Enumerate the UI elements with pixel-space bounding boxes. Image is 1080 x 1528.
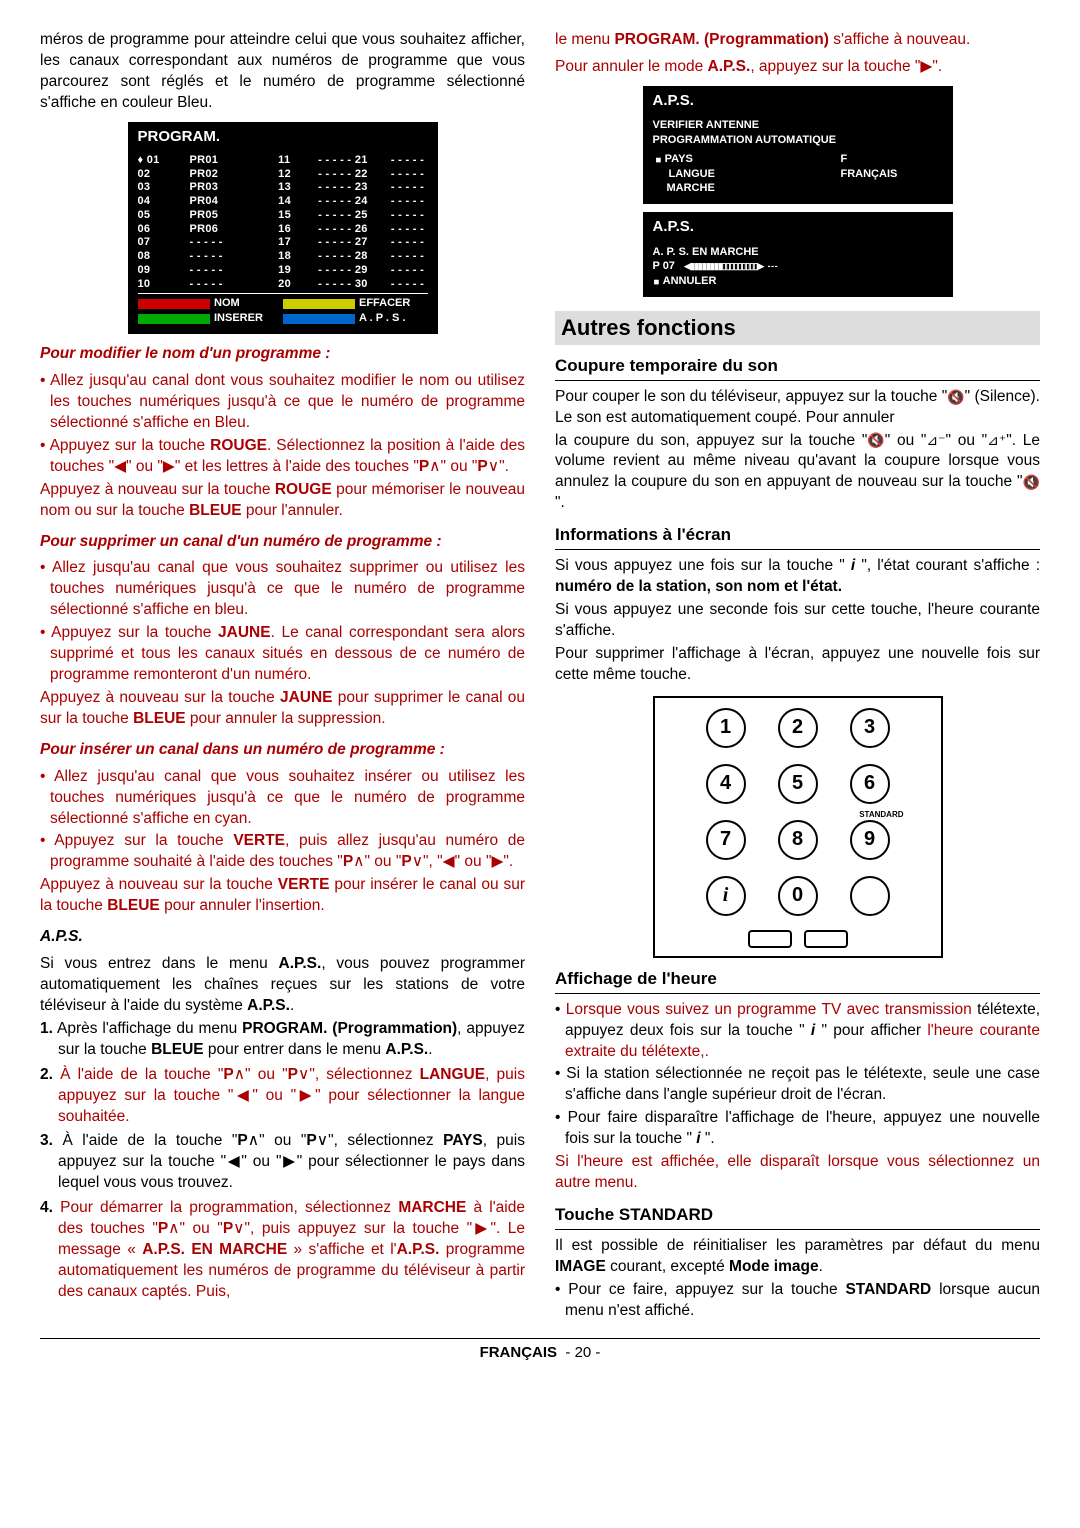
aps-osd1-title: A.P.S. — [645, 88, 951, 114]
list-item: Allez jusqu'au canal que vous souhaitez … — [40, 558, 525, 621]
heading-modify: Pour modifier le nom d'un programme : — [40, 344, 525, 365]
info-p2: Si vous appuyez une seconde fois sur cet… — [555, 600, 1040, 642]
keypad-key: 6 — [850, 764, 890, 804]
delete-after: Appuyez à nouveau sur la touche JAUNE po… — [40, 688, 525, 730]
info-p1: Si vous appuyez une fois sur la touche "… — [555, 556, 1040, 598]
aps-osd1-l1: VERIFIER ANTENNE — [653, 118, 943, 133]
keypad-key: 9 — [850, 820, 890, 860]
std-p: Il est possible de réinitialiser les par… — [555, 1236, 1040, 1278]
keypad-key: 3 — [850, 708, 890, 748]
list-item: Appuyez sur la touche JAUNE. Le canal co… — [40, 623, 525, 686]
heading-standard: Touche STANDARD — [555, 1204, 1040, 1230]
intro-text: méros de programme pour atteindre celui … — [40, 30, 525, 114]
keypad-key — [850, 876, 890, 916]
list-item: Appuyez sur la touche ROUGE. Sélectionne… — [40, 436, 525, 478]
footer-lang: FRANÇAIS — [480, 1344, 558, 1361]
list-item: 2. À l'aide de la touche "P∧" ou "P∨", s… — [40, 1065, 525, 1128]
heading-aps: A.P.S. — [40, 927, 525, 948]
heading-mute: Coupure temporaire du son — [555, 355, 1040, 381]
heading-info: Informations à l'écran — [555, 524, 1040, 550]
time-after: Si l'heure est affichée, elle disparaît … — [555, 1152, 1040, 1194]
program-osd: PROGRAM. ♦ 01PR0111- - - - -21- - - - -0… — [128, 122, 438, 334]
keypad-key: 0 — [778, 876, 818, 916]
heading-time: Affichage de l'heure — [555, 968, 1040, 994]
keypad-diagram: 123 456 789STANDARD i0 — [653, 696, 943, 958]
aps-osd2-l1: A. P. S. EN MARCHE — [653, 245, 943, 260]
modify-list: Allez jusqu'au canal dont vous souhaitez… — [40, 371, 525, 478]
aps-steps: 1. Après l'affichage du menu PROGRAM. (P… — [40, 1019, 525, 1303]
keypad-key: 8 — [778, 820, 818, 860]
aps-osd2-title: A.P.S. — [645, 214, 951, 240]
standard-label: STANDARD — [859, 810, 903, 821]
aps-pays-l: PAYS — [665, 153, 693, 165]
aps-lang-r: FRANÇAIS — [841, 167, 941, 182]
rect-button — [804, 930, 848, 948]
list-item: Pour faire disparaître l'affichage de l'… — [555, 1108, 1040, 1150]
right-column: le menu PROGRAM. (Programmation) s'affic… — [555, 30, 1040, 1324]
heading-insert: Pour insérer un canal dans un numéro de … — [40, 740, 525, 761]
aps-osd1-l2: PROGRAMMATION AUTOMATIQUE — [653, 133, 943, 148]
list-item: 1. Après l'affichage du menu PROGRAM. (P… — [40, 1019, 525, 1061]
delete-list: Allez jusqu'au canal que vous souhaitez … — [40, 558, 525, 686]
footer-page: - 20 - — [565, 1344, 600, 1361]
time-list: Lorsque vous suivez un programme TV avec… — [555, 1000, 1040, 1150]
section-autres: Autres fonctions — [555, 311, 1040, 345]
list-item: Allez jusqu'au canal que vous souhaitez … — [40, 767, 525, 830]
info-p3: Pour supprimer l'affichage à l'écran, ap… — [555, 644, 1040, 686]
keypad-key: 5 — [778, 764, 818, 804]
insert-list: Allez jusqu'au canal que vous souhaitez … — [40, 767, 525, 874]
std-item: Pour ce faire, appuyez sur la touche STA… — [555, 1280, 1040, 1322]
progress-bar-icon: ◀▮▮▮▮▮▮▮▮▯▯▯▯▯▯▯▯▯▶ - - - — [684, 260, 777, 272]
aps-intro: Si vous entrez dans le menu A.P.S., vous… — [40, 954, 525, 1017]
right-top1: le menu PROGRAM. (Programmation) s'affic… — [555, 30, 1040, 51]
page-footer: FRANÇAIS - 20 - — [40, 1338, 1040, 1363]
list-item: 4. Pour démarrer la programmation, sélec… — [40, 1198, 525, 1303]
mute-p1: Pour couper le son du téléviseur, appuye… — [555, 387, 1040, 429]
keypad-key: 1 — [706, 708, 746, 748]
modify-after: Appuyez à nouveau sur la touche ROUGE po… — [40, 480, 525, 522]
keypad-key: 4 — [706, 764, 746, 804]
aps-osd-1: A.P.S. VERIFIER ANTENNE PROGRAMMATION AU… — [643, 86, 953, 204]
aps-osd2-l3: ANNULER — [663, 275, 717, 287]
left-column: méros de programme pour atteindre celui … — [40, 30, 525, 1324]
keypad-key: i — [706, 876, 746, 916]
aps-marche: MARCHE — [653, 181, 943, 196]
aps-lang-l: LANGUE — [655, 167, 715, 182]
std-list: Pour ce faire, appuyez sur la touche STA… — [555, 1280, 1040, 1322]
rect-button — [748, 930, 792, 948]
list-item: 3. À l'aide de la touche "P∧" ou "P∨", s… — [40, 1131, 525, 1194]
list-item: Lorsque vous suivez un programme TV avec… — [555, 1000, 1040, 1063]
list-item: Si la station sélectionnée ne reçoit pas… — [555, 1064, 1040, 1106]
aps-pays-r: F — [841, 152, 941, 167]
right-top2: Pour annuler le mode A.P.S., appuyez sur… — [555, 57, 1040, 78]
keypad-key: 2 — [778, 708, 818, 748]
aps-osd2-l2: P 07 — [653, 260, 675, 272]
mute-p2: la coupure du son, appuyez sur la touche… — [555, 431, 1040, 515]
keypad-key: 7 — [706, 820, 746, 860]
program-osd-title: PROGRAM. — [130, 124, 436, 150]
list-item: Appuyez sur la touche VERTE, puis allez … — [40, 831, 525, 873]
aps-osd-2: A.P.S. A. P. S. EN MARCHE P 07 ◀▮▮▮▮▮▮▮▮… — [643, 212, 953, 297]
list-item: Allez jusqu'au canal dont vous souhaitez… — [40, 371, 525, 434]
heading-delete: Pour supprimer un canal d'un numéro de p… — [40, 532, 525, 553]
insert-after: Appuyez à nouveau sur la touche VERTE po… — [40, 875, 525, 917]
